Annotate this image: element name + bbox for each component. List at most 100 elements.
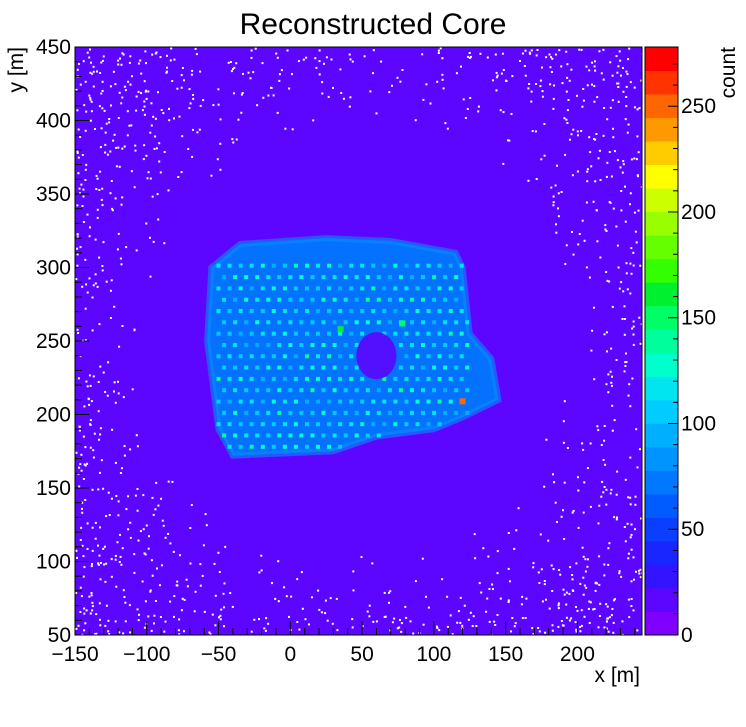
empty-bin xyxy=(196,131,199,134)
detector-hotspot xyxy=(271,376,276,381)
detector-hotspot xyxy=(459,263,464,268)
empty-bin xyxy=(617,100,620,103)
detector-hotspot xyxy=(255,433,260,438)
empty-bin xyxy=(393,617,396,620)
empty-bin xyxy=(152,513,155,516)
detector-hotspot xyxy=(343,297,348,302)
empty-bin xyxy=(321,92,324,95)
detector-hotspot xyxy=(404,422,409,427)
empty-bin xyxy=(109,150,112,153)
empty-bin xyxy=(625,352,627,355)
empty-bin xyxy=(78,466,81,469)
empty-bin xyxy=(323,62,325,65)
detector-hotspot xyxy=(277,343,282,347)
detector-hotspot xyxy=(321,410,326,415)
empty-bin xyxy=(79,83,82,86)
empty-bin xyxy=(121,96,124,99)
empty-bin xyxy=(92,375,95,378)
empty-bin xyxy=(507,601,510,603)
detector-hotspot xyxy=(354,343,359,347)
detector-hotspot xyxy=(216,263,221,268)
detector-hotspot xyxy=(465,410,470,415)
empty-bin xyxy=(183,598,186,601)
detector-hotspot xyxy=(443,343,448,347)
empty-bin xyxy=(124,620,127,623)
detector-hotspot xyxy=(465,388,470,393)
empty-bin xyxy=(383,591,386,594)
empty-bin xyxy=(617,65,620,68)
empty-bin xyxy=(514,622,517,625)
empty-bin xyxy=(628,383,631,386)
empty-bin xyxy=(99,624,102,627)
empty-bin xyxy=(568,619,571,622)
empty-bin xyxy=(85,163,88,166)
detector-hotspot xyxy=(216,422,221,427)
empty-bin xyxy=(405,616,408,619)
empty-bin xyxy=(616,71,619,74)
empty-bin xyxy=(396,76,399,79)
empty-bin xyxy=(456,621,459,624)
empty-bin xyxy=(271,582,273,585)
empty-bin xyxy=(586,180,589,183)
heatmap-cells xyxy=(75,47,642,635)
empty-bin xyxy=(629,536,632,539)
empty-bin xyxy=(98,323,101,326)
empty-bin xyxy=(161,519,164,522)
empty-bin xyxy=(153,622,155,625)
empty-bin xyxy=(305,56,308,59)
empty-bin xyxy=(566,447,569,449)
empty-bin xyxy=(90,592,93,594)
detector-hotspot xyxy=(249,422,254,427)
detector-hotspot xyxy=(365,410,370,415)
detector-hotspot xyxy=(332,388,337,393)
empty-bin xyxy=(133,186,136,189)
empty-bin xyxy=(183,630,185,633)
empty-bin xyxy=(213,562,216,565)
empty-bin xyxy=(593,138,595,140)
empty-bin xyxy=(622,163,625,166)
empty-bin xyxy=(380,60,383,63)
colorbar-segment xyxy=(645,211,678,236)
empty-bin xyxy=(301,607,304,610)
empty-bin xyxy=(92,65,95,68)
empty-bin xyxy=(437,49,440,52)
empty-bin xyxy=(388,591,390,594)
empty-bin xyxy=(561,624,564,627)
empty-bin xyxy=(603,574,606,577)
empty-bin xyxy=(619,59,622,62)
empty-bin xyxy=(560,515,563,518)
empty-bin xyxy=(250,56,253,59)
empty-bin xyxy=(117,63,120,66)
empty-bin xyxy=(593,306,595,309)
empty-bin xyxy=(571,231,573,233)
empty-bin xyxy=(446,625,449,628)
empty-bin xyxy=(502,69,505,71)
empty-bin xyxy=(617,82,620,85)
empty-bin xyxy=(110,558,113,561)
empty-bin xyxy=(105,562,108,565)
detector-hotspot xyxy=(327,309,332,313)
empty-bin xyxy=(94,128,96,130)
empty-bin xyxy=(629,262,632,265)
detector-hotspot xyxy=(432,365,437,370)
empty-bin xyxy=(85,110,88,113)
empty-bin xyxy=(119,257,122,260)
empty-bin xyxy=(235,138,238,141)
empty-bin xyxy=(158,142,161,145)
detector-hotspot xyxy=(426,263,431,268)
empty-bin xyxy=(92,70,95,73)
empty-bin xyxy=(173,615,175,618)
detector-hotspot xyxy=(216,331,221,336)
detector-hotspot xyxy=(415,286,420,291)
detector-hotspot xyxy=(249,376,254,381)
detector-hotspot xyxy=(316,399,320,404)
empty-bin xyxy=(164,536,167,539)
empty-bin xyxy=(81,501,84,504)
detector-hotspot xyxy=(288,320,293,325)
empty-bin xyxy=(603,486,606,488)
empty-bin xyxy=(89,446,92,449)
empty-bin xyxy=(606,350,608,353)
empty-bin xyxy=(626,522,629,525)
empty-bin xyxy=(625,105,628,108)
empty-bin xyxy=(119,472,122,474)
